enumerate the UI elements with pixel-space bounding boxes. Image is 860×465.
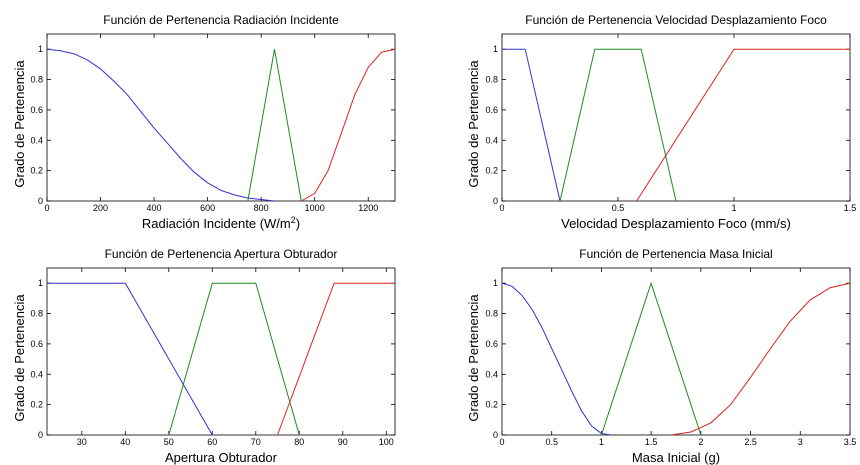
series-line-high xyxy=(301,48,396,202)
x-tick-label: 600 xyxy=(200,203,215,213)
y-tick-label: 0 xyxy=(38,196,43,206)
y-tick-label: 0.2 xyxy=(485,166,498,176)
y-tick-label: 0.4 xyxy=(30,369,43,379)
panel-velocidad: Función de Pertenencia Velocidad Desplaz… xyxy=(466,13,856,231)
y-axis-label: Grado de Pertenencia xyxy=(12,60,27,188)
x-tick-label: 100 xyxy=(379,437,394,447)
y-axis-label: Grado de Pertenencia xyxy=(12,294,27,422)
x-axis-label: Masa Inicial (g) xyxy=(632,450,720,465)
x-tick-label: 1.5 xyxy=(645,437,658,447)
plot-area xyxy=(46,267,396,436)
x-tick-label: 0 xyxy=(499,203,504,213)
y-tick-label: 1 xyxy=(38,278,43,288)
y-tick-label: 0.4 xyxy=(30,135,43,145)
x-tick-label: 0.5 xyxy=(612,203,625,213)
y-tick-label: 0.8 xyxy=(485,309,498,319)
y-tick-label: 0 xyxy=(493,430,498,440)
chart-title: Función de Pertenencia Radiación Inciden… xyxy=(103,13,339,27)
x-tick-label: 90 xyxy=(338,437,348,447)
x-tick-label: 40 xyxy=(120,437,130,447)
x-tick-label: 200 xyxy=(93,203,108,213)
series-line-low xyxy=(501,282,612,436)
y-tick-label: 0.2 xyxy=(485,400,498,410)
chart-title: Función de Pertenencia Masa Inicial xyxy=(579,247,772,261)
x-tick-label: 400 xyxy=(147,203,162,213)
x-tick-label: 1200 xyxy=(358,203,378,213)
y-tick-label: 1 xyxy=(493,278,498,288)
y-tick-label: 0.2 xyxy=(30,166,43,176)
y-tick-label: 0.8 xyxy=(30,309,43,319)
y-axis-label: Grado de Pertenencia xyxy=(466,294,481,422)
x-tick-label: 70 xyxy=(251,437,261,447)
x-tick-label: 1 xyxy=(731,203,736,213)
panel-apertura: Función de Pertenencia Apertura Obturado… xyxy=(12,247,396,465)
x-axis-label-text: Radiación Incidente (W/m xyxy=(142,216,291,231)
series-line-high xyxy=(636,48,850,202)
y-tick-label: 0 xyxy=(493,196,498,206)
plot-area xyxy=(501,267,851,436)
x-tick-label: 1 xyxy=(599,437,604,447)
x-tick-label: 60 xyxy=(207,437,217,447)
x-tick-label: 2 xyxy=(698,437,703,447)
y-tick-label: 0.2 xyxy=(30,400,43,410)
y-tick-label: 1 xyxy=(493,44,498,54)
x-tick-label: 1.5 xyxy=(844,203,857,213)
x-axis-label: Velocidad Desplazamiento Foco (mm/s) xyxy=(561,216,791,231)
x-axis-label: Apertura Obturador xyxy=(165,450,278,465)
panel-masa: Función de Pertenencia Masa Inicial Grad… xyxy=(466,247,856,465)
x-tick-label: 30 xyxy=(77,437,87,447)
series-line-mid xyxy=(168,282,300,436)
x-tick-label: 800 xyxy=(254,203,269,213)
x-tick-label: 1000 xyxy=(305,203,325,213)
x-tick-label: 2.5 xyxy=(744,437,757,447)
y-tick-label: 0 xyxy=(38,430,43,440)
chart-title: Función de Pertenencia Apertura Obturado… xyxy=(105,247,338,261)
series-line-mid xyxy=(559,48,677,202)
x-axis-label-suffix: ) xyxy=(296,216,300,231)
plot-area xyxy=(46,33,396,202)
x-tick-label: 3.5 xyxy=(844,437,857,447)
series-line-low xyxy=(46,48,275,202)
series-line-high xyxy=(277,282,395,436)
y-tick-label: 0.8 xyxy=(485,75,498,85)
series-line-low xyxy=(502,48,561,202)
y-tick-label: 1 xyxy=(38,44,43,54)
y-tick-label: 0.6 xyxy=(30,339,43,349)
chart-title: Función de Pertenencia Velocidad Desplaz… xyxy=(525,13,827,27)
series-line-mid xyxy=(600,281,702,436)
x-tick-label: 0 xyxy=(44,203,49,213)
x-tick-label: 0.5 xyxy=(545,437,558,447)
x-tick-label: 0 xyxy=(499,437,504,447)
series-line-high xyxy=(670,282,851,436)
y-axis-label: Grado de Pertenencia xyxy=(466,60,481,188)
panel-radiacion: Función de Pertenencia Radiación Inciden… xyxy=(12,13,396,231)
y-tick-label: 0.4 xyxy=(485,135,498,145)
x-axis-label: Radiación Incidente (W/m2) xyxy=(142,215,300,231)
y-tick-label: 0.6 xyxy=(485,339,498,349)
y-tick-label: 0.4 xyxy=(485,369,498,379)
x-tick-label: 50 xyxy=(164,437,174,447)
x-tick-label: 80 xyxy=(294,437,304,447)
plot-area xyxy=(501,33,851,202)
x-axis-label-superscript: 2 xyxy=(291,215,296,225)
series-line-mid xyxy=(247,49,302,202)
y-tick-label: 0.6 xyxy=(30,105,43,115)
x-tick-label: 3 xyxy=(798,437,803,447)
y-tick-label: 0.6 xyxy=(485,105,498,115)
y-tick-label: 0.8 xyxy=(30,75,43,85)
